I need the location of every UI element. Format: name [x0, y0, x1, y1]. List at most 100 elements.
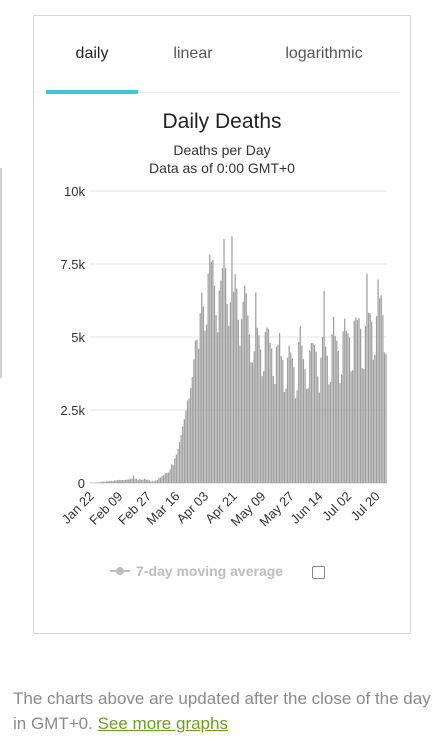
- bar: [280, 356, 282, 483]
- bar: [172, 465, 174, 483]
- tab-linear-label: linear: [173, 45, 213, 62]
- bar: [269, 342, 271, 483]
- bar: [202, 306, 204, 483]
- bar: [139, 478, 141, 483]
- bar: [379, 298, 381, 483]
- bar: [328, 384, 330, 483]
- bar: [294, 398, 297, 483]
- bar: [112, 481, 114, 483]
- moving-average-checkbox[interactable]: [312, 566, 325, 579]
- bar: [339, 383, 341, 483]
- bar: [205, 324, 208, 483]
- bar: [215, 315, 217, 483]
- bar: [123, 480, 125, 483]
- bar: [175, 454, 177, 483]
- bar: [353, 320, 355, 483]
- bar: [166, 473, 168, 483]
- chart-tabs: daily linear logarithmic: [46, 42, 400, 94]
- legend-7day-average[interactable]: 7-day moving average: [110, 563, 283, 579]
- see-more-graphs-link[interactable]: See more graphs: [97, 714, 228, 733]
- legend-marker: [116, 567, 124, 575]
- bar: [352, 370, 354, 483]
- bar: [333, 316, 335, 483]
- bar: [186, 400, 189, 483]
- bar: [153, 481, 155, 483]
- bar: [383, 352, 386, 483]
- bar: [290, 352, 292, 483]
- bar: [199, 313, 201, 483]
- bar: [248, 334, 251, 483]
- bar: [247, 315, 249, 483]
- bar: [277, 344, 279, 483]
- bar: [363, 369, 365, 483]
- bar: [267, 328, 270, 483]
- bar: [348, 337, 351, 483]
- bar: [301, 345, 303, 483]
- bar: [220, 280, 222, 483]
- bar: [164, 473, 166, 483]
- chart-card: daily linear logarithmic Daily Deaths De…: [33, 15, 411, 634]
- bar: [156, 479, 158, 483]
- bar: [124, 479, 127, 483]
- bar: [263, 371, 265, 483]
- bar: [161, 476, 163, 483]
- y-tick-label: 2.5k: [60, 403, 85, 418]
- bar: [329, 381, 332, 483]
- bar: [336, 340, 338, 483]
- bar: [367, 312, 370, 483]
- bar: [193, 359, 195, 483]
- tab-logarithmic-label: logarithmic: [285, 45, 363, 62]
- bar: [326, 355, 328, 483]
- bar: [285, 388, 287, 483]
- bar: [377, 279, 379, 483]
- bar: [177, 449, 179, 483]
- chart-subtitle-line-1: Deaths per Day: [173, 142, 270, 158]
- y-tick-label: 7.5k: [60, 257, 85, 272]
- bar: [190, 388, 192, 483]
- bar: [145, 479, 147, 483]
- bar: [110, 480, 112, 483]
- bar: [180, 435, 182, 483]
- bar: [105, 481, 108, 483]
- bar: [167, 472, 170, 483]
- bar: [307, 388, 309, 483]
- bar: [113, 480, 116, 483]
- bar: [323, 290, 325, 483]
- tab-daily-label: daily: [75, 45, 109, 62]
- bar: [366, 273, 368, 483]
- bar: [298, 341, 300, 483]
- bar: [201, 292, 203, 483]
- bar: [310, 343, 312, 483]
- bar: [240, 319, 243, 483]
- bar: [282, 360, 284, 483]
- bar: [109, 481, 111, 483]
- bar: [117, 480, 119, 483]
- bar: [344, 318, 346, 483]
- tab-linear[interactable]: linear: [148, 42, 238, 92]
- bar: [225, 268, 227, 483]
- bar: [302, 359, 305, 483]
- bar: [364, 325, 366, 483]
- bar: [279, 332, 281, 483]
- bar: [340, 374, 343, 483]
- bar: [252, 362, 254, 483]
- y-tick-label: 0: [78, 476, 85, 491]
- bar: [231, 236, 233, 483]
- x-tick-label: Jul 02: [319, 489, 354, 524]
- bar: [313, 345, 316, 483]
- bar: [371, 321, 373, 483]
- bar: [317, 376, 319, 483]
- tab-logarithmic[interactable]: logarithmic: [254, 42, 394, 92]
- tab-active-underline: [46, 90, 138, 94]
- bar: [369, 313, 371, 483]
- bar: [169, 469, 171, 483]
- bar: [144, 478, 146, 483]
- x-tick-label: Jun 14: [287, 489, 325, 527]
- tab-daily[interactable]: daily: [46, 42, 138, 94]
- bar: [250, 362, 252, 483]
- x-tick-label: Jul 20: [348, 489, 383, 524]
- bar: [104, 481, 106, 483]
- bar: [120, 480, 122, 483]
- bar: [217, 332, 219, 483]
- bar: [350, 371, 352, 483]
